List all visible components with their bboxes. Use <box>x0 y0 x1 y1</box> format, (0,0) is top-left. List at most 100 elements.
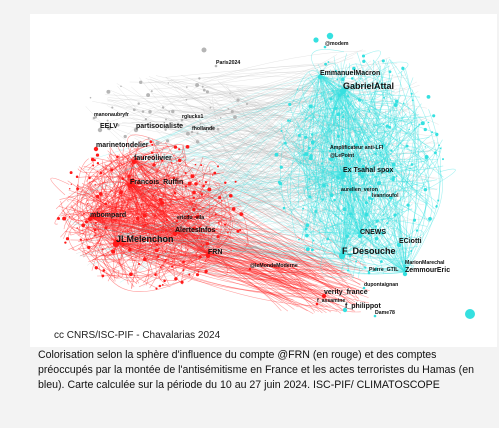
minor-node <box>415 229 419 232</box>
network-edge <box>198 161 217 199</box>
network-edge <box>207 253 333 279</box>
network-edge <box>313 53 347 222</box>
network-edge <box>110 159 135 229</box>
network-edge <box>101 102 383 121</box>
network-edge <box>209 164 343 255</box>
network-edge <box>305 126 343 255</box>
network-edge <box>339 88 383 172</box>
network-edge <box>312 146 429 194</box>
network-edge <box>117 209 405 238</box>
network-edge <box>319 74 404 166</box>
minor-node <box>157 247 160 250</box>
network-edge <box>211 95 306 235</box>
network-edge <box>199 157 353 255</box>
node-label: @leMondeModerne <box>250 263 298 269</box>
network-edge <box>125 89 321 108</box>
network-edge <box>140 163 156 260</box>
network-edge <box>341 119 361 140</box>
graph-node: ZemmourEric <box>402 267 450 277</box>
network-edge <box>122 146 185 181</box>
network-edge <box>180 74 321 240</box>
network-edge <box>383 125 406 273</box>
network-edge <box>188 83 352 96</box>
network-edge <box>368 256 413 273</box>
network-edge <box>295 104 363 156</box>
network-edge <box>133 159 342 314</box>
minor-node <box>308 195 312 199</box>
network-edge <box>155 147 344 173</box>
accent-node <box>201 47 207 53</box>
minor-node <box>439 147 442 150</box>
network-edge <box>177 253 215 271</box>
node-dot <box>172 231 178 237</box>
minor-node <box>170 162 173 164</box>
network-edge <box>317 63 406 273</box>
network-edge <box>185 255 406 275</box>
network-edge <box>359 105 404 235</box>
network-edge <box>85 196 154 274</box>
network-edge <box>91 183 133 226</box>
network-edge <box>126 210 212 222</box>
network-edge <box>176 74 321 232</box>
network-edge <box>115 240 325 278</box>
network-edge <box>178 179 353 230</box>
network-edge <box>341 88 380 128</box>
network-edge <box>378 190 406 273</box>
network-edge <box>85 147 139 183</box>
network-edge <box>147 162 209 255</box>
network-edge <box>353 75 369 235</box>
minor-node <box>142 213 147 218</box>
network-edge <box>142 81 417 287</box>
network-edge <box>404 142 422 273</box>
network-edge <box>61 212 209 258</box>
network-edge <box>370 156 384 274</box>
network-edge <box>189 171 344 251</box>
network-edge <box>152 148 361 271</box>
network-edge <box>163 146 352 273</box>
network-edge <box>174 183 221 233</box>
network-edge <box>189 247 222 264</box>
network-edge <box>134 99 383 241</box>
network-edge <box>342 171 438 190</box>
minor-node <box>403 102 405 105</box>
minor-node <box>323 168 326 170</box>
network-edge <box>109 190 345 275</box>
network-edge <box>118 205 168 266</box>
minor-node <box>75 175 79 179</box>
network-edge <box>304 245 363 260</box>
minor-node <box>374 152 377 155</box>
network-edge <box>145 188 361 235</box>
network-edge <box>342 88 424 124</box>
network-edge <box>236 101 355 119</box>
network-edge <box>314 231 406 273</box>
network-edge <box>348 177 366 236</box>
minor-node <box>216 127 220 131</box>
minor-node <box>89 96 92 99</box>
network-edge <box>129 159 158 259</box>
network-edge <box>167 174 215 211</box>
network-edge <box>85 194 172 266</box>
network-edge <box>198 117 392 261</box>
network-edge <box>320 239 350 278</box>
minor-node <box>361 164 365 168</box>
network-edge <box>208 126 312 242</box>
network-edge <box>389 59 440 203</box>
labeled-node-layer: Paris2024@modemEmmanuelMacronGabrielAtta… <box>87 41 450 318</box>
minor-node <box>184 171 187 175</box>
network-edge <box>295 129 418 170</box>
network-edge <box>67 199 122 219</box>
network-edge <box>340 261 406 274</box>
network-edge <box>183 132 309 148</box>
network-edge <box>284 145 389 168</box>
graph-node: @modem <box>323 41 349 49</box>
network-edge <box>342 171 393 228</box>
network-edge <box>209 200 295 218</box>
network-edge <box>345 171 357 232</box>
network-edge <box>207 253 316 313</box>
network-edge <box>359 183 377 235</box>
minor-node <box>199 122 202 125</box>
graph-node: JLMelenchon <box>112 234 174 248</box>
network-edge <box>217 171 343 255</box>
network-edge <box>405 68 416 203</box>
network-edge <box>341 167 411 255</box>
